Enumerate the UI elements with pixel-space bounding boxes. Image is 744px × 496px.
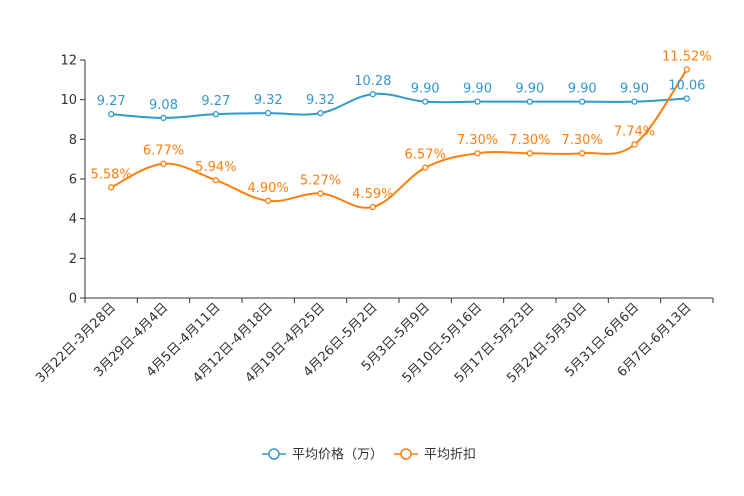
series-0-data-label: 9.27	[97, 94, 126, 109]
series-1-data-label: 11.52%	[662, 50, 712, 65]
series-0-point[interactable]	[265, 110, 272, 117]
series-1-data-label: 5.58%	[91, 167, 132, 182]
series-1-data-label: 6.57%	[405, 148, 446, 163]
series-1-data-label: 4.59%	[352, 187, 393, 202]
y-tick-label: 6	[69, 173, 77, 188]
series-0-point[interactable]	[631, 98, 638, 105]
series-0-data-label: 9.90	[463, 82, 492, 97]
series-1-point[interactable]	[160, 160, 167, 167]
series-0-data-label: 10.28	[354, 74, 391, 89]
series-1-point[interactable]	[579, 150, 586, 157]
series-1-data-label: 7.30%	[562, 133, 603, 148]
series-0-data-label: 9.90	[411, 82, 440, 97]
y-tick-label: 4	[69, 212, 77, 227]
series-line-0	[111, 92, 687, 119]
series-1-point[interactable]	[108, 184, 115, 191]
legend-marker-icon	[268, 448, 280, 460]
series-1-point[interactable]	[369, 203, 376, 211]
series-1-point[interactable]	[212, 177, 219, 184]
series-0-point[interactable]	[474, 98, 481, 105]
y-tick-label: 10	[60, 93, 77, 108]
legend-item-0[interactable]: 平均价格（万）	[262, 447, 383, 463]
series-1-point[interactable]	[265, 197, 272, 204]
legend-marker-icon	[400, 448, 412, 460]
series-0-data-label: 10.06	[668, 78, 705, 93]
series-0-point[interactable]	[317, 110, 324, 117]
series-1-point[interactable]	[317, 190, 324, 197]
series-layer	[108, 66, 690, 211]
series-0-point[interactable]	[683, 95, 690, 102]
series-0-data-label: 9.90	[515, 82, 544, 97]
series-1-data-label: 6.77%	[143, 144, 184, 159]
series-0-point[interactable]	[369, 90, 376, 98]
series-0-point[interactable]	[212, 110, 219, 118]
series-1-point[interactable]	[683, 66, 690, 73]
series-1-data-label: 4.90%	[248, 181, 289, 196]
series-0-data-label: 9.32	[306, 93, 335, 108]
data-labels: 9.27 9.08 9.27 9.32 9.32 10.28 9.90 9.90 9.90 9.9…	[91, 50, 712, 202]
series-1-data-label: 7.30%	[457, 133, 498, 148]
series-1-point[interactable]	[422, 164, 429, 171]
series-0-data-label: 9.08	[149, 98, 178, 113]
series-0-data-label: 9.32	[254, 93, 283, 108]
series-0-data-label: 9.90	[568, 82, 597, 97]
series-0-point[interactable]	[422, 98, 429, 105]
series-0-point[interactable]	[579, 98, 586, 105]
legend-label: 平均折扣	[424, 448, 476, 463]
legend-label: 平均价格（万）	[292, 447, 383, 463]
series-1-point[interactable]	[474, 150, 481, 157]
series-0-data-label: 9.90	[620, 82, 649, 97]
y-tick-label: 12	[60, 54, 77, 69]
series-1-data-label: 5.94%	[195, 160, 236, 175]
series-1-data-label: 5.27%	[300, 173, 341, 188]
series-1-point[interactable]	[526, 150, 533, 157]
series-1-point[interactable]	[631, 141, 638, 148]
y-tick-label: 8	[69, 133, 77, 148]
legend[interactable]: 平均价格（万） 平均折扣	[262, 447, 476, 463]
axes: 0246810123月22日-3月28日3月29日-4月4日4月5日-4月11日…	[33, 54, 714, 386]
y-tick-label: 0	[69, 292, 77, 307]
series-1-data-label: 7.30%	[509, 133, 550, 148]
y-tick-label: 2	[69, 252, 77, 267]
legend-item-1[interactable]: 平均折扣	[394, 448, 476, 463]
series-0-point[interactable]	[526, 98, 533, 105]
series-1-data-label: 7.74%	[614, 124, 655, 139]
series-0-point[interactable]	[160, 114, 167, 122]
series-0-data-label: 9.27	[201, 94, 230, 109]
series-0-point[interactable]	[108, 110, 115, 118]
